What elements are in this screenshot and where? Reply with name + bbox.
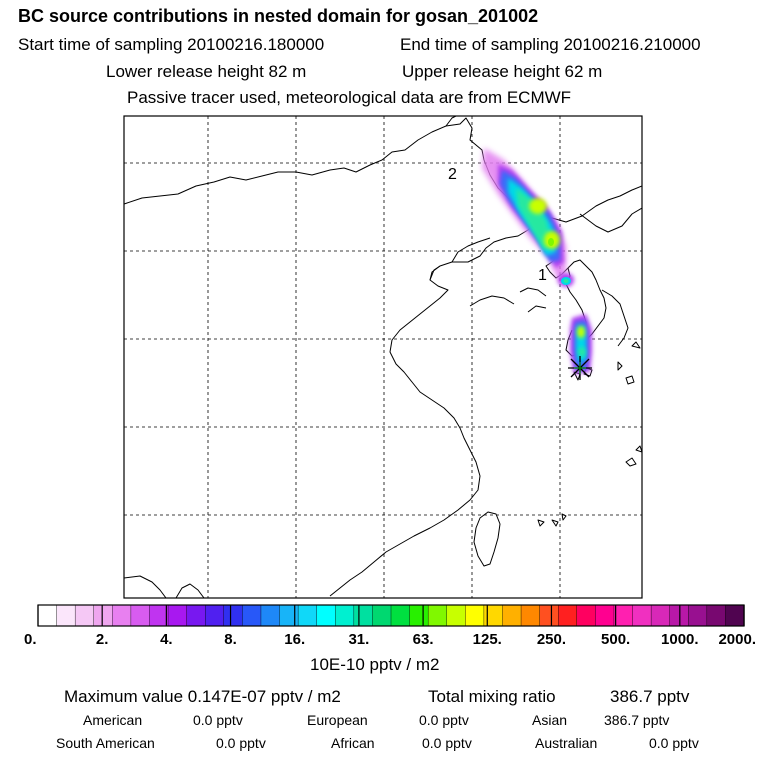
colorbar-cell bbox=[297, 604, 318, 627]
region-african-value: 0.0 pptv bbox=[422, 735, 472, 751]
colorbar-tick-label: 4. bbox=[160, 631, 173, 648]
colorbar-cell bbox=[427, 604, 448, 627]
colorbar-cell bbox=[669, 604, 689, 627]
colorbar-cell bbox=[335, 604, 355, 627]
colorbar-cell bbox=[520, 604, 541, 627]
region-european-label: European bbox=[307, 712, 368, 728]
colorbar-tick-label: 2. bbox=[96, 631, 109, 648]
colorbar-cell bbox=[576, 604, 596, 627]
colorbar-tick-label: 500. bbox=[601, 631, 630, 648]
colorbar-cell bbox=[242, 604, 262, 627]
upper-release-height: Upper release height 62 m bbox=[402, 62, 603, 81]
colorbar-cell bbox=[316, 604, 336, 627]
colorbar-tick-label: 8. bbox=[224, 631, 237, 648]
colorbar-tick-labels: 0. 2. 4. 8. 16. 31. 63. 125. 250. 500. 1000. 2000. bbox=[24, 631, 756, 648]
receptor-star-center-icon bbox=[574, 362, 586, 374]
colorbar-tick-label: 250. bbox=[537, 631, 566, 648]
maximum-value: Maximum value 0.147E-07 pptv / m2 bbox=[64, 687, 341, 706]
lower-release-height: Lower release height 82 m bbox=[106, 62, 307, 81]
colorbar-cell bbox=[93, 604, 113, 627]
plot-title: BC source contributions in nested domain… bbox=[18, 6, 539, 26]
colorbar-tick-label: 1000. bbox=[661, 631, 699, 648]
colorbar-cell bbox=[149, 604, 169, 627]
region-european-value: 0.0 pptv bbox=[419, 712, 469, 728]
region-asian-value: 386.7 pptv bbox=[604, 712, 670, 728]
colorbar-cell bbox=[353, 604, 374, 627]
region-african-label: African bbox=[331, 735, 375, 751]
colorbar-cell bbox=[650, 604, 671, 627]
colorbar-tick-label: 63. bbox=[413, 631, 434, 648]
colorbar-cell bbox=[502, 604, 522, 627]
concentration-plume bbox=[482, 148, 592, 374]
colorbar-tick-label: 125. bbox=[473, 631, 502, 648]
colorbar-cell bbox=[595, 604, 615, 627]
region-south-american-value: 0.0 pptv bbox=[216, 735, 266, 751]
colorbar bbox=[37, 604, 745, 627]
colorbar-units: 10E-10 pptv / m2 bbox=[310, 655, 440, 674]
coastlines bbox=[124, 116, 642, 598]
colorbar-cell bbox=[372, 604, 392, 627]
colorbar-cell bbox=[130, 604, 151, 627]
colorbar-tick-label: 16. bbox=[284, 631, 305, 648]
colorbar-cell bbox=[74, 604, 95, 627]
colorbar-cell bbox=[688, 604, 708, 627]
colorbar-cell bbox=[205, 604, 225, 627]
total-mixing-label: Total mixing ratio bbox=[428, 687, 556, 706]
colorbar-cell bbox=[706, 604, 727, 627]
colorbar-cell bbox=[725, 604, 745, 627]
colorbar-ticks bbox=[37, 605, 745, 626]
region-south-american-label: South American bbox=[56, 735, 155, 751]
start-time: Start time of sampling 20100216.180000 bbox=[18, 35, 325, 54]
colorbar-tick-label: 0. bbox=[24, 631, 37, 648]
region-australian-value: 0.0 pptv bbox=[649, 735, 699, 751]
colorbar-cell bbox=[539, 604, 559, 627]
colorbar-cell bbox=[260, 604, 281, 627]
colorbar-cell bbox=[446, 604, 466, 627]
colorbar-cell bbox=[558, 604, 578, 627]
colorbar-cell bbox=[223, 604, 243, 627]
colorbar-tick-label: 2000. bbox=[718, 631, 756, 648]
map-grid bbox=[124, 116, 642, 598]
colorbar-cell bbox=[390, 604, 411, 627]
region-american-label: American bbox=[83, 712, 143, 728]
colorbar-cell bbox=[409, 604, 429, 627]
point-label-2: 2 bbox=[448, 166, 457, 183]
colorbar-cell bbox=[56, 604, 76, 627]
point-label-1: 1 bbox=[538, 267, 547, 284]
total-mixing-value: 386.7 pptv bbox=[610, 687, 690, 706]
colorbar-cell bbox=[167, 604, 188, 627]
colorbar-tick-label: 31. bbox=[348, 631, 369, 648]
colorbar-cell bbox=[632, 604, 652, 627]
region-asian-label: Asian bbox=[532, 712, 568, 728]
colorbar-cell bbox=[465, 604, 485, 627]
colorbar-cell bbox=[37, 604, 58, 627]
region-australian-label: Australian bbox=[535, 735, 598, 751]
end-time: End time of sampling 20100216.210000 bbox=[400, 35, 701, 54]
colorbar-cell bbox=[279, 604, 299, 627]
colorbar-cell bbox=[112, 604, 132, 627]
region-american-value: 0.0 pptv bbox=[193, 712, 243, 728]
colorbar-cell bbox=[613, 604, 634, 627]
colorbar-cell bbox=[186, 604, 206, 627]
map-frame bbox=[123, 115, 643, 599]
tracer-note: Passive tracer used, meteorological data… bbox=[127, 88, 572, 107]
